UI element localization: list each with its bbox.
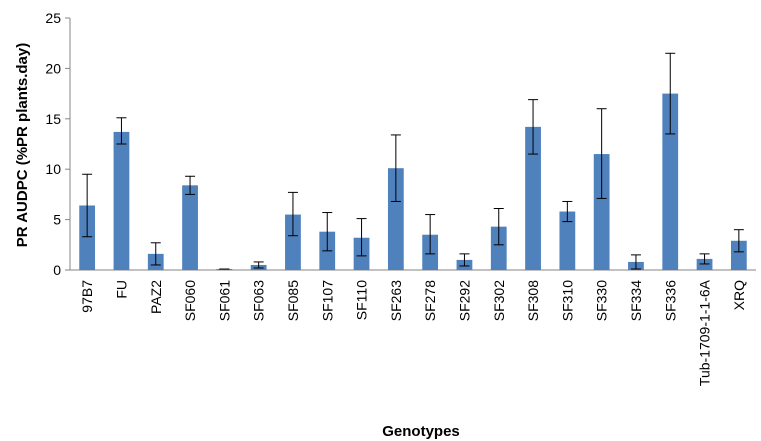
chart-axes	[65, 17, 756, 271]
x-tick-label: SF336	[662, 280, 678, 321]
x-tick-labels: 97B7 FU PAZ2 SF060 SF061 SF063 SF085 SF107 SF110…	[79, 279, 747, 386]
bar	[285, 214, 301, 270]
x-tick-label: SF060	[182, 280, 198, 321]
bar	[182, 185, 198, 270]
y-axis-title: PR AUDPC (%PR plants.day)	[14, 43, 31, 247]
x-tick-label: SF334	[628, 280, 644, 321]
y-tick-labels: 0 5 10 15 20 25	[45, 10, 61, 278]
x-tick-label: SF110	[354, 280, 370, 320]
bar	[216, 268, 233, 270]
y-tick-label: 5	[53, 212, 61, 228]
bar-series	[79, 93, 747, 270]
x-tick-label: SF292	[456, 280, 472, 321]
x-tick-label: 97B7	[79, 280, 95, 313]
bar	[662, 93, 679, 270]
x-tick-label: XRQ	[731, 280, 747, 310]
x-tick-label: FU	[113, 280, 129, 299]
y-tick-label: 0	[53, 262, 61, 278]
x-axis-title: Genotypes	[382, 423, 460, 440]
bar	[593, 154, 610, 270]
bar	[559, 211, 576, 270]
x-tick-label: Tub-1709-1-1-6A	[697, 279, 713, 386]
x-tick-label: SF310	[559, 280, 575, 321]
bar	[387, 168, 404, 270]
bar	[525, 126, 541, 270]
x-tick-label: SF308	[525, 280, 541, 321]
bar	[113, 131, 130, 270]
x-tick-label: SF330	[594, 280, 610, 321]
y-tick-label: 15	[45, 111, 61, 127]
bar	[730, 240, 747, 270]
bar	[79, 205, 96, 270]
x-tick-label: SF302	[491, 280, 507, 321]
x-tick-label: SF061	[216, 280, 232, 321]
y-tick-label: 20	[45, 60, 61, 76]
error-bars	[82, 52, 744, 270]
x-tick-label: SF085	[285, 280, 301, 321]
x-tick-label: SF107	[319, 280, 335, 321]
bar	[490, 226, 507, 270]
bar	[696, 258, 713, 270]
y-tick-label: 10	[45, 161, 61, 177]
x-tick-label: SF263	[388, 280, 404, 321]
x-tick-label: SF063	[251, 280, 267, 321]
y-tick-label: 25	[45, 10, 61, 26]
x-tick-label: SF278	[422, 280, 438, 321]
x-tick-label: PAZ2	[148, 280, 164, 314]
